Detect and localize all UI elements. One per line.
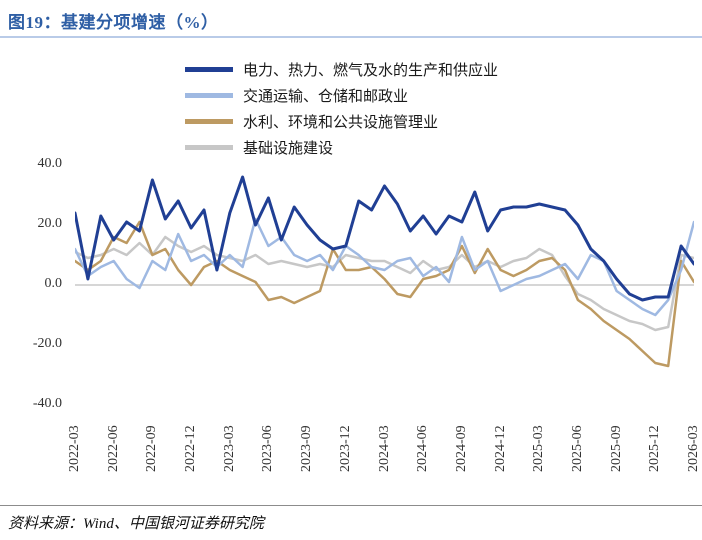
x-axis-tick-label: 2023-06 [260,425,276,472]
legend-label: 基础设施建设 [243,140,334,157]
x-axis-tick-label: 2025-12 [647,425,663,472]
x-axis-tick-label: 2022-03 [67,425,82,472]
series-line [75,217,694,317]
x-axis-tick-label: 2022-06 [105,425,121,472]
y-axis-tick-label: -40.0 [32,396,62,411]
y-axis-tick-label: 20.0 [37,216,63,231]
legend-item: 交通运输、仓储和邮政业 [185,82,498,108]
source-note: 资料来源：Wind、中国银河证券研究院 [8,516,264,532]
y-axis-tick-label: 40.0 [37,156,63,171]
y-axis-tick-label: -20.0 [32,336,62,351]
series-line [75,220,694,368]
title-divider [0,36,702,38]
x-axis-tick-label: 2024-09 [453,425,469,472]
x-axis-tick-label: 2023-12 [337,425,353,472]
x-axis-tick-label: 2022-12 [183,425,199,472]
x-axis-tick-label: 2026-03 [686,425,701,472]
series-line [75,175,694,302]
y-axis-tick-label: 0.0 [44,276,63,291]
legend-item: 基础设施建设 [185,134,498,160]
legend-item: 水利、环境和公共设施管理业 [185,108,498,134]
legend-line-swatch [185,144,233,150]
x-axis-tick-label: 2025-06 [569,425,585,472]
x-axis-tick-label: 2023-03 [221,425,237,472]
source-divider [0,505,702,506]
legend-line-swatch [185,92,233,98]
x-axis-tick-label: 2025-09 [608,425,624,472]
legend-label: 水利、环境和公共设施管理业 [243,114,439,131]
legend-label: 交通运输、仓储和邮政业 [243,88,409,105]
legend-line-swatch [185,66,233,72]
x-axis-tick-label: 2024-03 [376,425,392,472]
series-line [75,235,694,332]
x-axis-tick-label: 2023-09 [299,425,315,472]
x-axis-tick-label: 2024-06 [415,425,431,472]
chart-title: 图19：基建分项增速（%） [8,13,219,32]
legend-item: 电力、热力、燃气及水的生产和供应业 [185,56,498,82]
plot-area [75,175,694,368]
legend-line-swatch [185,118,233,124]
x-axis-tick-label: 2024-12 [492,425,508,472]
x-axis-tick-label: 2025-03 [531,425,547,472]
chart-legend: 电力、热力、燃气及水的生产和供应业 交通运输、仓储和邮政业水利、环境和公共设施管理… [185,56,498,160]
x-axis-tick-label: 2022-09 [144,425,160,472]
legend-label: 电力、热力、燃气及水的生产和供应业 [243,62,499,79]
